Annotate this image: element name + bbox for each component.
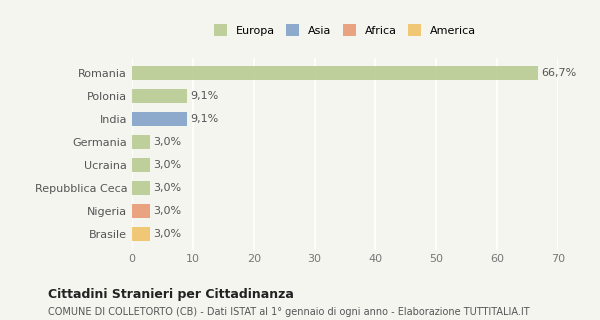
Bar [132,66,538,80]
Text: 66,7%: 66,7% [541,68,576,78]
Text: 3,0%: 3,0% [154,160,181,170]
Bar [132,89,187,103]
Bar [132,181,150,195]
Bar [132,112,187,126]
Bar [132,227,150,241]
Text: Cittadini Stranieri per Cittadinanza: Cittadini Stranieri per Cittadinanza [48,288,294,301]
Text: 9,1%: 9,1% [190,114,218,124]
Text: 3,0%: 3,0% [154,137,181,147]
Text: 9,1%: 9,1% [190,91,218,101]
Legend: Europa, Asia, Africa, America: Europa, Asia, Africa, America [210,21,480,39]
Text: COMUNE DI COLLETORTO (CB) - Dati ISTAT al 1° gennaio di ogni anno - Elaborazione: COMUNE DI COLLETORTO (CB) - Dati ISTAT a… [48,307,530,317]
Text: 3,0%: 3,0% [154,206,181,216]
Bar [132,204,150,218]
Bar [132,158,150,172]
Text: 3,0%: 3,0% [154,183,181,193]
Bar [132,135,150,149]
Text: 3,0%: 3,0% [154,229,181,239]
